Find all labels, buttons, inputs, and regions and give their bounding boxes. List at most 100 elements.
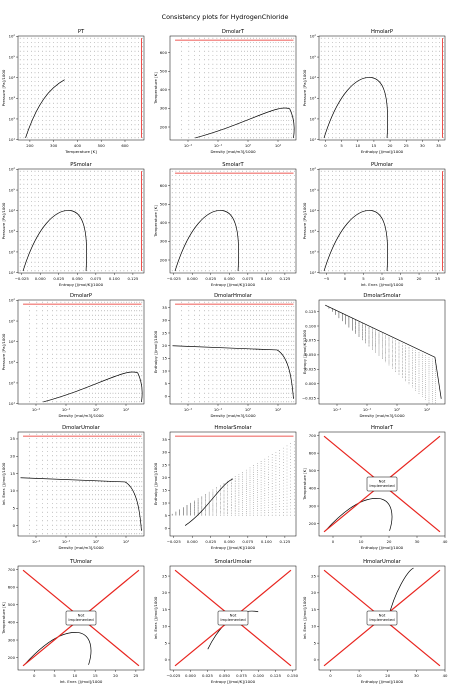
state-points xyxy=(320,37,444,139)
y-tick-label: 15 xyxy=(162,607,167,612)
x-tick-label: 10¹ xyxy=(123,407,130,412)
y-tick-label: 10³ xyxy=(9,229,16,234)
y-tick-label: 20 xyxy=(162,343,167,348)
plot-frame xyxy=(169,431,297,537)
note-text: Implemented xyxy=(369,483,395,488)
subplot-smolart: SmolarT −0.025 0.000 0.025 0.050 0.075 0.100 0.… xyxy=(153,162,297,287)
state-points xyxy=(181,37,295,139)
x-tick-label: 0 xyxy=(332,539,335,544)
saturation-curve xyxy=(22,210,87,272)
y-tick-label: 10⁵ xyxy=(9,318,16,323)
state-points xyxy=(29,433,143,535)
subplot-title: DmolarP xyxy=(70,293,92,299)
plot-area xyxy=(175,37,295,139)
y-tick-label: 25 xyxy=(162,330,167,335)
y-tick-label: 10⁴ xyxy=(310,208,317,213)
x-tick-label: 0.125 xyxy=(127,276,138,281)
saturation-curve xyxy=(325,498,393,532)
x-axis-label: Int. Ener. [J/mol]/1000 xyxy=(60,679,103,684)
x-tick-label: 10¹ xyxy=(123,539,130,544)
y-axis-label: Enthalpy [J/mol]/1000 xyxy=(153,462,158,505)
saturation-curve xyxy=(195,107,295,139)
y-tick-label: 10⁵ xyxy=(310,187,317,192)
figure-title: Consistency plots for HydrogenChloride xyxy=(161,13,289,21)
x-axis-label: Entropy [J/mol/K]/1000 xyxy=(211,545,256,550)
plot-frame xyxy=(169,168,297,274)
y-tick-label: 10² xyxy=(310,116,317,121)
plot-frame xyxy=(169,565,297,671)
x-tick-label: 0 xyxy=(324,143,327,148)
x-tick-label: 20 xyxy=(417,276,422,281)
subplot-dmolarumolar: DmolarUmolar 10⁻² 10⁻¹ 10⁰ 10¹ 0 5 10 15 20 25 Dens… xyxy=(1,425,145,550)
x-tick-label: 10⁻² xyxy=(333,407,342,412)
note-box xyxy=(366,610,398,626)
plot-frame xyxy=(169,299,297,405)
x-tick-label: 0 xyxy=(344,276,347,281)
x-tick-label: 10⁰ xyxy=(394,407,401,412)
x-tick-label: 10 xyxy=(357,673,362,678)
y-tick-label: 400 xyxy=(8,620,16,625)
x-axis-label: Int. Ener. [J/mol]/1000 xyxy=(361,282,404,287)
state-points xyxy=(320,170,444,272)
subplot-dmolarp: DmolarP 10⁻² 10⁻¹ 10⁰ 10¹ 10¹ 10² 10³ 10⁴ 10⁵ 10⁶ D… xyxy=(1,293,145,418)
plot-area xyxy=(19,170,143,272)
y-tick-label: 500 xyxy=(8,602,16,607)
x-tick-label: 10⁰ xyxy=(245,407,252,412)
y-tick-label: 10³ xyxy=(9,360,16,365)
x-tick-label: 0.100 xyxy=(253,673,264,678)
y-tick-label: 300 xyxy=(160,106,168,111)
note-text: Implemented xyxy=(220,617,246,622)
saturation-curve xyxy=(184,478,234,526)
x-tick-label: 10¹ xyxy=(275,407,282,412)
y-tick-label: 5 xyxy=(13,506,16,511)
subplot-title: PUmolar xyxy=(371,162,394,168)
saturation-curve xyxy=(325,304,442,399)
y-axis-label: Pressure [Pa]/1000 xyxy=(302,202,307,239)
y-tick-label: 300 xyxy=(8,637,16,642)
plot-area xyxy=(320,170,444,272)
subplot-hmolarumolar: HmolarUmolar 0 10 20 30 40 0 5 10 15 20 25 Enthalpy … xyxy=(302,559,448,684)
plot-frame xyxy=(17,565,145,671)
y-tick-label: 10⁴ xyxy=(310,75,317,80)
x-tick-label: 0.150 xyxy=(287,673,298,678)
y-tick-label: 10¹ xyxy=(9,137,16,142)
state-points xyxy=(171,441,295,516)
y-tick-label: 10³ xyxy=(310,229,317,234)
x-tick-label: 10⁻¹ xyxy=(214,407,223,412)
y-axis-label: Int. Ener. [J/mol]/1000 xyxy=(1,462,6,505)
y-tick-label: 10⁶ xyxy=(9,167,16,172)
state-points xyxy=(19,37,143,139)
x-tick-label: −0.025 xyxy=(15,276,30,281)
x-tick-label: 0.025 xyxy=(205,539,216,544)
note-box xyxy=(366,476,398,492)
y-axis-label: Pressure [Pa]/1000 xyxy=(1,333,6,370)
x-axis-label: Density [mol/m3]/1000 xyxy=(58,413,104,418)
plot-frame xyxy=(318,35,446,141)
x-tick-label: 10 xyxy=(355,143,360,148)
y-tick-label: 10 xyxy=(162,368,167,373)
y-tick-label: 10 xyxy=(10,488,15,493)
x-tick-label: 0.125 xyxy=(279,539,290,544)
x-tick-label: 20 xyxy=(385,673,390,678)
x-tick-label: −0.025 xyxy=(167,276,182,281)
subplot-pt: PT 200 300 400 500 600 10¹ 10² 10³ 10⁴ 10⁵ 10⁶ Tempe… xyxy=(1,29,145,154)
y-tick-label: 10² xyxy=(9,116,16,121)
plot-area xyxy=(171,170,295,272)
x-tick-label: 10 xyxy=(359,539,364,544)
subplot-dmolarhmolar: DmolarHmolar 10⁻² 10⁻¹ 10⁰ 10¹ 0 5 10 15 20 25 30 35… xyxy=(153,293,297,418)
subplot-title: DmolarUmolar xyxy=(62,425,101,431)
note-text: Not xyxy=(379,613,386,618)
x-tick-label: 10⁰ xyxy=(93,539,100,544)
saturation-curve xyxy=(43,371,143,403)
x-axis-label: Enthalpy [J/mol]/1000 xyxy=(361,545,404,550)
x-tick-label: 10 xyxy=(72,673,77,678)
x-axis-label: Entropy [J/mol/K]/1000 xyxy=(59,282,104,287)
y-tick-label: 5 xyxy=(314,640,317,645)
y-tick-label: 10⁵ xyxy=(9,54,16,59)
x-tick-label: 300 xyxy=(50,143,58,148)
x-axis-label: Entropy [J/mol/K]/1000 xyxy=(211,282,256,287)
y-tick-label: 0 xyxy=(165,657,168,662)
x-tick-label: 0.125 xyxy=(270,673,281,678)
subplot-hmolarsmolar: HmolarSmolar −0.025 0.000 0.025 0.050 0.075 0.… xyxy=(153,425,297,550)
subplot-title: HmolarSmolar xyxy=(214,425,252,431)
